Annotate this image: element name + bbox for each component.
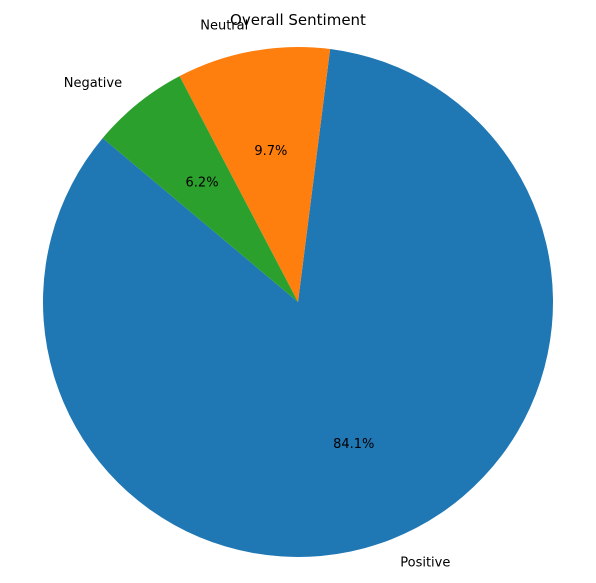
pie-slice-positive: [43, 49, 553, 558]
pie-labels: 84.1% Positive 9.7% Neutral 6.2% Negative: [64, 18, 451, 570]
pie-category-label-negative: Negative: [64, 76, 122, 91]
pie-slice-negative: [102, 76, 299, 303]
pie-slices: [43, 47, 553, 558]
pie-pct-label-neutral: 9.7%: [254, 144, 287, 159]
pie-slice-neutral: [179, 47, 331, 302]
pie-pct-label-positive: 84.1%: [333, 437, 374, 452]
chart-title: Overall Sentiment: [230, 11, 366, 29]
pie-pct-label-negative: 6.2%: [186, 175, 219, 190]
pie-category-label-neutral: Neutral: [200, 18, 248, 33]
pie-category-label-positive: Positive: [400, 556, 450, 571]
